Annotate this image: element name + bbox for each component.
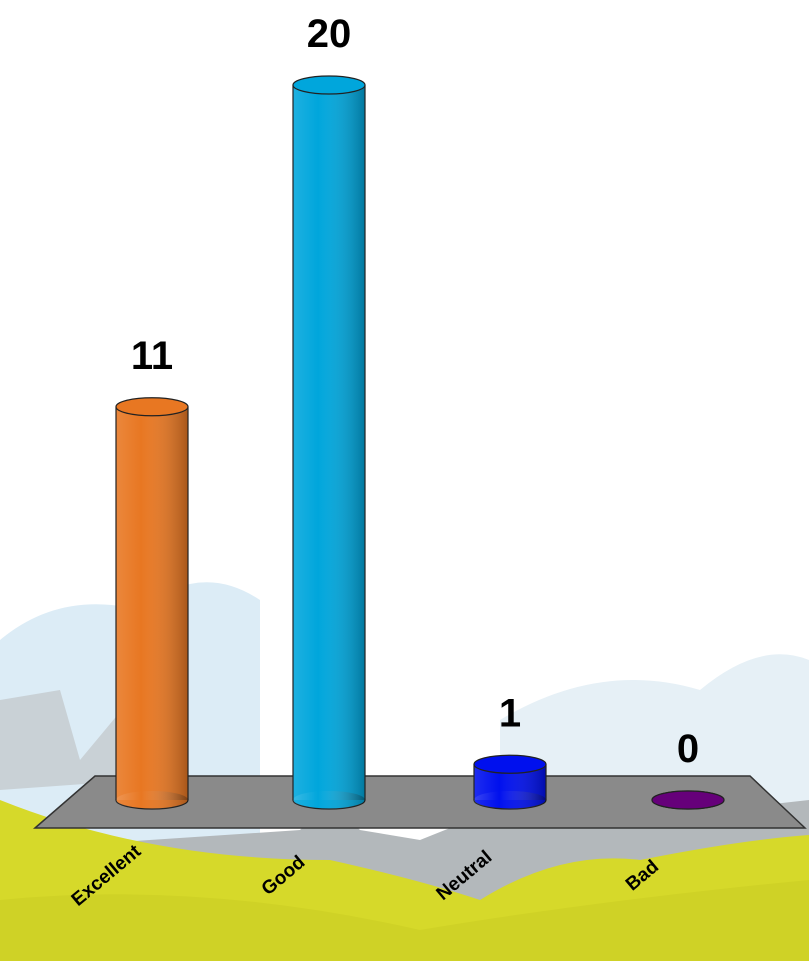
bar-base-shade	[474, 791, 546, 809]
bar-shade	[116, 407, 188, 800]
value-label: 11	[131, 334, 173, 378]
chart: 11Excellent20Good1Neutral0Bad	[0, 0, 809, 961]
page: {"chart_data": {"type": "bar", "categori…	[0, 0, 809, 961]
bar-base-shade	[116, 791, 188, 809]
bar-top	[293, 76, 365, 94]
bar-top	[474, 755, 546, 773]
bar-top	[652, 791, 724, 809]
value-label: 0	[677, 727, 699, 771]
value-label: 1	[499, 691, 521, 735]
bar-top	[116, 398, 188, 416]
value-label: 20	[307, 12, 352, 56]
bar-shade	[293, 85, 365, 800]
bar-base-shade	[293, 791, 365, 809]
